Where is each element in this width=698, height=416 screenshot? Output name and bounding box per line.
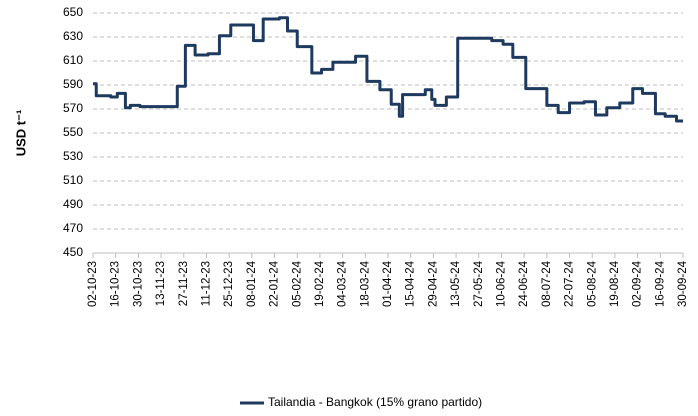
x-tick-label: 05-08-24 [586, 260, 598, 307]
x-tick-label: 01-04-24 [382, 260, 394, 307]
y-tick-label: 510 [63, 173, 83, 187]
x-tick-label: 13-05-24 [450, 260, 462, 307]
x-tick-label: 02-09-24 [632, 260, 644, 307]
x-tick-label: 27-05-24 [473, 260, 485, 307]
line-series [93, 16, 683, 123]
x-tick-label: 04-03-24 [337, 260, 349, 307]
y-tick-label: 450 [63, 245, 83, 259]
x-tick-label: 18-03-24 [359, 260, 371, 307]
legend-label: Tailandia - Bangkok (15% grano partido) [268, 395, 482, 409]
x-tick-label: 15-04-24 [405, 260, 417, 307]
x-tick-label: 05-02-24 [291, 260, 303, 307]
y-tick-label: 630 [63, 29, 83, 43]
y-tick-label: 590 [63, 77, 83, 91]
x-tick-label: 22-07-24 [564, 260, 576, 307]
x-tick-label: 16-09-24 [654, 260, 666, 307]
x-tick-label: 29-04-24 [427, 260, 439, 307]
y-tick-label: 530 [63, 149, 83, 163]
x-tick-label: 08-01-24 [246, 260, 258, 307]
x-tick-label: 22-01-24 [269, 260, 281, 307]
y-tick-label: 610 [63, 53, 83, 67]
y-tick-label: 650 [63, 5, 83, 19]
x-tick-label: 08-07-24 [541, 260, 553, 307]
y-tick-label: 570 [63, 101, 83, 115]
x-tick-label: 24-06-24 [518, 260, 530, 307]
x-tick-label: 30-10-23 [132, 261, 144, 307]
x-tick-label: 27-11-23 [178, 261, 190, 306]
x-tick-label: 02-10-23 [87, 261, 99, 307]
x-tick-label: 13-11-23 [155, 261, 167, 306]
x-tick-label: 30-09-24 [677, 260, 689, 307]
y-tick-label: 490 [63, 197, 83, 211]
x-tick-label: 19-08-24 [609, 260, 621, 307]
y-tick-label: 550 [63, 125, 83, 139]
x-tick-label: 19-02-24 [314, 260, 326, 307]
x-tick-label: 25-12-23 [223, 261, 235, 307]
x-tick-label: 16-10-23 [110, 261, 122, 307]
y-tick-label: 470 [63, 221, 83, 235]
x-tick-label: 10-06-24 [495, 260, 507, 307]
y-axis-label: USD t⁻¹ [13, 110, 28, 157]
x-tick-label: 11-12-23 [200, 261, 212, 306]
